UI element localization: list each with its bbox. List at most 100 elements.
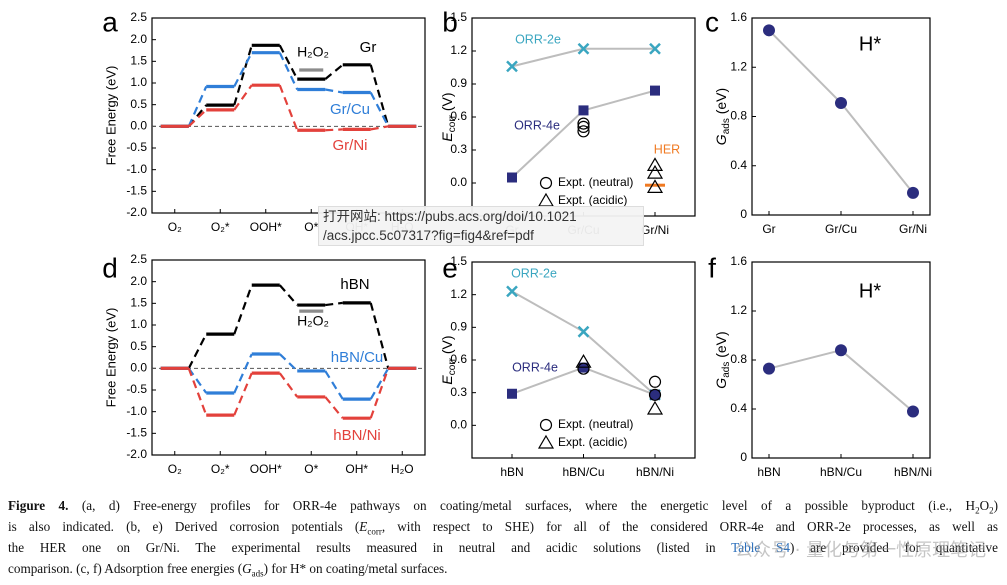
connector [233,84,253,111]
x-tick-label: O₂* [211,220,230,234]
y-axis-label: Free Energy (eV) [103,66,118,166]
series-line [768,29,914,194]
panel-letter: e [442,252,458,283]
caption-text: ) are provided for quantitative [789,540,999,555]
y-tick-label: 0.4 [730,158,747,172]
caption-line: comparison. (c, f) Adsorption free energ… [8,558,998,579]
connector [187,109,208,128]
y-tick-label: 0.0 [130,119,147,133]
legend-label: Expt. (acidic) [558,435,627,449]
y-axis-label-part: (V) [439,335,455,358]
y-axis-label-part: (V) [439,92,455,115]
connector [325,301,343,307]
marker-circle [539,418,553,432]
legend-entry: Expt. (acidic) [537,434,627,449]
connector [233,284,253,335]
plot-frame [751,261,931,459]
series-label: ORR-2e [511,266,557,280]
marker-square [507,388,517,399]
connector [187,86,208,127]
marker-x [506,60,518,73]
y-tick-label: 1.2 [730,59,747,73]
caption-text: corr [367,526,382,537]
marker-circle [648,388,662,401]
tooltip-text: /acs.jpcc.5c07317?fig=fig4&ref=pdf [323,228,534,243]
x-tick-label: O₂* [211,462,230,476]
y-axis-label-part: corr [447,114,458,132]
connector [369,367,390,419]
x-tick-label: Gr/Ni [899,222,927,236]
caption: Figure 4. (a, d) Free-energy profiles fo… [8,495,998,579]
series-label: ORR-4e [514,118,560,132]
y-tick-label: 0.5 [130,339,147,353]
connector [369,367,390,400]
connector [324,63,344,80]
plot-frame [151,259,426,456]
series-label: hBN/Cu [331,349,384,366]
panel-letter: b [442,6,458,37]
plot-frame [151,17,426,214]
y-tick-label: 0.8 [730,352,747,366]
y-axis-label: Ecorr (V) [439,92,458,141]
caption-line: Figure 4. (a, d) Free-energy profiles fo… [8,495,998,516]
marker-triangle [537,192,555,207]
connector [233,372,253,416]
marker-circle [577,117,590,130]
caption-text: O [979,498,990,513]
y-axis-label-part: E [439,132,455,142]
connector [324,370,344,400]
caption-text: 2 [989,505,994,516]
marker-dot [907,405,919,418]
y-tick-label: 2.0 [130,274,147,288]
marker-dot [763,362,775,375]
marker-triangle [537,434,555,449]
x-tick-label: hBN/Cu [562,465,604,479]
figure: a Free Energy (eV) 2.5 2.0 1.5 1.0 0.5 0.0 -0.5 -… [102,6,932,479]
y-tick-label: -1.0 [126,162,147,176]
connector [369,64,390,127]
x-tick-label: Gr/Ni [641,223,669,237]
y-axis-label: Ecorr (V) [439,335,458,384]
marker-triangle [646,179,664,193]
connector [325,88,343,94]
marker-dot [835,344,847,357]
caption-link[interactable]: Table S4 [731,540,790,555]
y-tick-label: 0.5 [130,97,147,111]
legend-label: Expt. (neutral) [558,417,633,431]
marker-triangle [646,164,664,179]
marker-square [578,105,589,116]
y-tick-label: 0.4 [730,401,747,415]
series-label: ORR-2e [515,32,561,46]
y-tick-label: 1.5 [450,10,467,24]
y-tick-label: 1.2 [450,287,467,301]
caption-text: (a, d) Free-energy profiles for ORR-4e p… [68,498,976,513]
y-axis-label-part: G [713,134,729,145]
annotation: H* [859,33,881,55]
y-tick-label: -2.0 [126,205,147,219]
connector [370,125,389,131]
y-tick-label: 1.5 [130,54,147,68]
marker-square [650,85,660,96]
y-tick-label: 2.5 [130,252,147,266]
tooltip-text: 打开网站: https://pubs.acs.org/doi/10.1021 [323,209,577,224]
marker-x [577,42,590,55]
marker-circle [577,120,590,134]
y-tick-label: 0.8 [730,109,747,123]
connector [278,372,299,398]
y-tick-label: 0.6 [450,352,467,366]
y-tick-label: 0.0 [450,418,467,432]
marker-x [506,285,518,298]
connector [187,333,208,369]
x-tick-label: hBN [500,465,523,479]
connector [187,367,208,394]
caption-text: ) [993,498,998,513]
series-label: hBN/Ni [333,427,381,444]
panel-letter: f [708,252,716,283]
panel-letter: c [705,6,719,37]
y-axis-label-part: G [713,378,729,389]
connector [324,396,344,419]
tooltip[interactable]: 打开网站: https://pubs.acs.org/doi/10.1021 /… [318,206,644,246]
y-tick-label: 1.6 [730,254,747,268]
connector [278,52,299,90]
